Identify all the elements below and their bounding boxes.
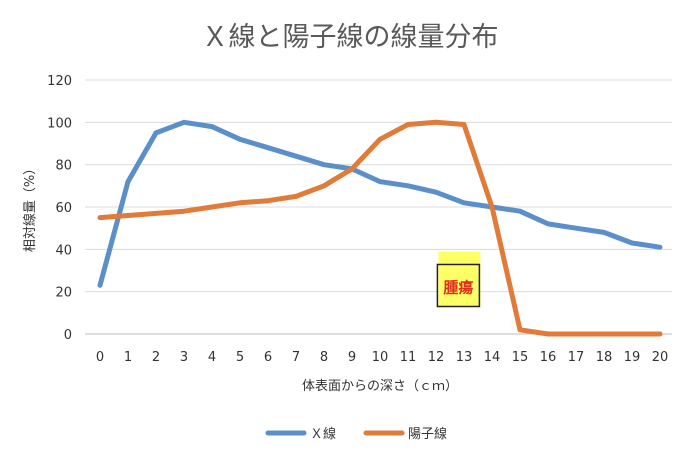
annotation-highlight xyxy=(438,251,481,308)
y-tick-label: 100 xyxy=(47,116,72,131)
x-tick-label: 12 xyxy=(428,350,445,365)
y-tick-labels: 0 20 40 60 80 100 120 xyxy=(47,74,72,343)
series-line-2 xyxy=(97,119,663,337)
x-tick-label: 8 xyxy=(320,350,328,365)
y-tick-label: 0 xyxy=(64,328,72,343)
x-tick-label: 0 xyxy=(96,350,104,365)
legend-label-2: 陽子線 xyxy=(408,426,447,442)
chart-title: Ｘ線と陽子線の線量分布 xyxy=(202,22,499,53)
x-tick-label: 15 xyxy=(512,350,529,365)
y-tick-label: 80 xyxy=(55,159,72,174)
annotation-box xyxy=(436,263,481,308)
x-tick-label: 18 xyxy=(596,350,613,365)
x-tick-label: 13 xyxy=(456,350,473,365)
series-lines xyxy=(97,119,663,337)
x-tick-label: 7 xyxy=(292,350,300,365)
x-tick-labels: 0 1 2 3 4 5 6 7 8 9 10 11 12 13 14 15 16 17 18 19 20 xyxy=(96,350,668,365)
x-axis-label: 体表面からの深さ（ｃｍ） xyxy=(302,379,458,394)
x-tick-label: 17 xyxy=(568,350,585,365)
legend: Ｘ線 陽子線 xyxy=(265,426,447,442)
x-tick-label: 14 xyxy=(484,350,501,365)
x-tick-label: 3 xyxy=(180,350,188,365)
x-tick-label: 2 xyxy=(152,350,160,365)
x-tick-label: 19 xyxy=(624,350,641,365)
annotations: 腫瘍 xyxy=(436,251,481,308)
x-tick-label: 10 xyxy=(372,350,389,365)
x-tick-label: 5 xyxy=(236,350,244,365)
y-tick-label: 60 xyxy=(55,201,72,216)
x-tick-label: 9 xyxy=(348,350,356,365)
y-tick-label: 20 xyxy=(55,286,72,301)
y-axis-label: 相対線量（%） xyxy=(22,162,38,252)
y-tick-label: 40 xyxy=(55,243,72,258)
annotation-label: 腫瘍 xyxy=(443,278,473,296)
series-line-1 xyxy=(97,119,663,288)
x-tick-label: 6 xyxy=(264,350,272,365)
x-tick-label: 1 xyxy=(124,350,132,365)
x-tick-label: 11 xyxy=(400,350,417,365)
y-tick-label: 120 xyxy=(47,74,72,89)
legend-label-1: Ｘ線 xyxy=(310,426,336,442)
x-tick-label: 20 xyxy=(652,350,669,365)
x-tick-label: 4 xyxy=(208,350,216,365)
gridlines xyxy=(85,79,672,335)
x-tick-label: 16 xyxy=(540,350,557,365)
